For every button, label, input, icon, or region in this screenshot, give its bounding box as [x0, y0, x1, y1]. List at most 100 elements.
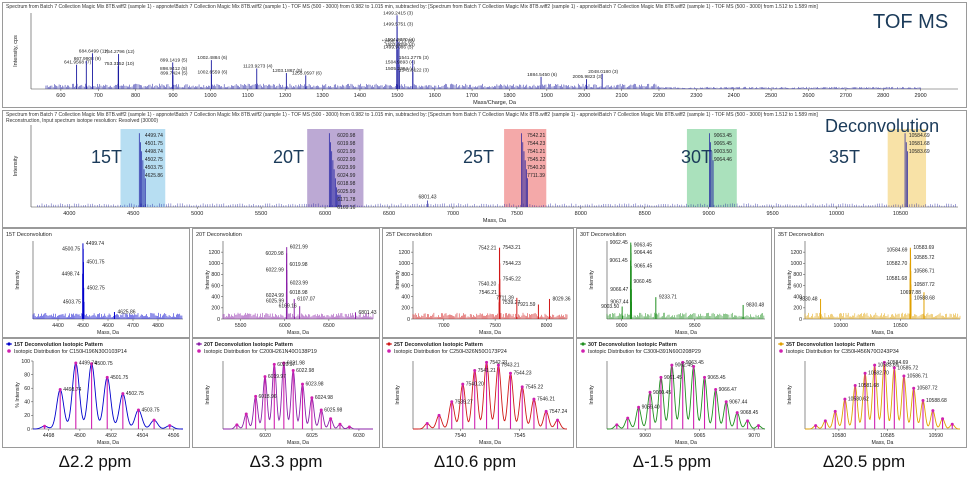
- group-label-35T: 35T: [829, 147, 860, 167]
- x-tick-label: 1000: [204, 93, 216, 99]
- peak-label: 9064.46: [634, 250, 652, 256]
- peak-label: 7540.20: [478, 281, 496, 287]
- isotope-label: 7542.21: [490, 360, 508, 366]
- legend-marker: [7, 342, 11, 346]
- isotope-marker: [235, 423, 239, 427]
- y-axis-label: Intensity: [589, 270, 595, 290]
- y-tick-label: 60: [24, 386, 30, 392]
- legend-marker-iso: [387, 349, 391, 353]
- isotope-marker: [291, 369, 295, 373]
- x-tick-label: 700: [94, 93, 103, 99]
- peak-label: 4498.74: [62, 271, 80, 277]
- y-tick-label: 1200: [398, 250, 410, 256]
- decon-peak-label: 6018.98: [337, 181, 355, 187]
- isotope-label: 4502.75: [126, 391, 144, 397]
- decon-peak-label: 6021.99: [337, 149, 355, 155]
- isotope-marker: [659, 375, 663, 379]
- y-tick-label: 1000: [398, 261, 410, 267]
- decon-peak-label: 7711.39: [527, 173, 545, 179]
- peak-label: 7543.21: [503, 245, 521, 251]
- x-tick-label: 5500: [255, 211, 267, 217]
- x-tick-label: 2800: [877, 93, 889, 99]
- isotope-marker: [319, 408, 323, 412]
- peak-label: 4503.75: [63, 299, 81, 305]
- deconvolution-panel: Spectrum from Batch 7 Collection Magic M…: [2, 110, 967, 228]
- x-tick-label: 6000: [319, 211, 331, 217]
- isotope-label: 9068.45: [740, 410, 758, 416]
- peak-label: 6020.98: [266, 251, 284, 257]
- isotope-label: 4499.74: [79, 361, 97, 367]
- isotope-profile: [32, 362, 183, 430]
- x-tick-label: 7000: [438, 323, 450, 329]
- y-tick-label: 40: [24, 400, 30, 406]
- x-tick-label: 4500: [77, 323, 89, 329]
- legend-subtitle: Isotopic Distribution for C350H456N70O24…: [786, 349, 899, 355]
- x-axis-label: Mass, Da: [479, 330, 501, 336]
- tof-peak-label: 1541.6122 (3): [399, 67, 429, 73]
- x-axis-label: Mass, Da: [97, 330, 119, 336]
- isotope-marker: [902, 374, 906, 378]
- isotope-label: 10583.69: [878, 363, 899, 369]
- legend-title: 25T Deconvolution Isotopic Pattern: [394, 342, 483, 348]
- peak-label: 6018.98: [289, 290, 307, 296]
- decon-peak-label: 6169.16: [337, 205, 355, 211]
- group-label-25T: 25T: [463, 147, 494, 167]
- isotope-label: 10588.68: [926, 398, 947, 404]
- x-tick-label: 2200: [653, 93, 665, 99]
- y-tick-label: 400: [793, 295, 802, 301]
- peak-label: 4499.74: [86, 241, 104, 247]
- y-tick-label: 800: [211, 272, 220, 278]
- decon-peak-label: 10583.69: [909, 149, 930, 155]
- peak-label: 10582.70: [886, 261, 907, 267]
- isotope-label: 4498.74: [63, 387, 81, 393]
- decon-peak-label: 6025.99: [337, 189, 355, 195]
- y-axis-label: Intensity, cps: [13, 35, 19, 67]
- isotope-marker: [863, 371, 867, 375]
- y-tick-label: 0: [27, 427, 30, 433]
- x-tick-label: 10500: [893, 211, 908, 217]
- isotope-label: 4500.75: [95, 361, 113, 367]
- iso-30t-chart: 30T Deconvolution Isotopic PatternIsotop…: [580, 342, 766, 446]
- x-tick-label: 7540: [455, 433, 467, 439]
- x-tick-label: 8500: [639, 211, 651, 217]
- y-tick-label: 200: [401, 306, 410, 312]
- x-axis-label: Mass, Da: [675, 330, 697, 336]
- y-tick-label: 200: [211, 306, 220, 312]
- isotope-marker: [950, 422, 954, 426]
- legend-marker-iso: [7, 349, 11, 353]
- deconvolution-spectrum: 4000 4500 5000 5500 6000 6500 7000 7500 8000 8500…: [13, 125, 958, 224]
- iso-35t-panel: 35T Deconvolution Isotopic Pattern Isotop…: [774, 338, 967, 448]
- x-tick-label: 4502: [105, 433, 117, 439]
- decon-peak-label: 6019.98: [337, 141, 355, 147]
- x-axis-label: Mass, Da: [287, 440, 309, 446]
- y-tick-label: 800: [401, 272, 410, 278]
- decon-25t-chart: 25T Deconvolution 7000 7500 8000 0 200 400 600 8…: [386, 232, 571, 336]
- y-tick-label: 1200: [790, 250, 802, 256]
- decon-peak-label: 7545.22: [527, 157, 545, 163]
- peak-label: 7546.21: [479, 290, 497, 296]
- isotope-label: 9063.45: [686, 360, 704, 366]
- tof-peak-label: 1504.2370 (4): [385, 37, 415, 43]
- peak-label: 10587.72: [914, 282, 935, 288]
- x-tick-label: 1500: [391, 93, 403, 99]
- tof-peak-label: 1123.9273 (4): [243, 63, 273, 69]
- x-axis-label: Mass, Da: [872, 440, 894, 446]
- peak-label: 10584.69: [887, 247, 908, 253]
- x-tick-label: 4506: [168, 433, 180, 439]
- tof-ms-label: TOF MS: [873, 11, 949, 33]
- decon-peak-label: 4498.74: [145, 149, 163, 155]
- peak-label: 9830.48: [746, 302, 764, 308]
- isotope-label: 7547.24: [549, 409, 567, 415]
- x-tick-label: 4504: [137, 433, 149, 439]
- x-tick-label: 10580: [832, 433, 847, 439]
- isotope-marker: [263, 375, 267, 379]
- isotope-label: 7545.22: [525, 384, 543, 390]
- y-axis-label: Intensity: [787, 270, 793, 290]
- deconvolution-label: Deconvolution: [825, 116, 940, 136]
- isotope-marker: [703, 375, 707, 379]
- isotope-marker: [756, 424, 760, 428]
- legend-subtitle: Isotopic Distribution for C150H196N30O10…: [14, 349, 127, 355]
- isotope-marker: [121, 392, 125, 396]
- decon-peak-label: 4502.75: [145, 157, 163, 163]
- x-tick-label: 9500: [689, 323, 701, 329]
